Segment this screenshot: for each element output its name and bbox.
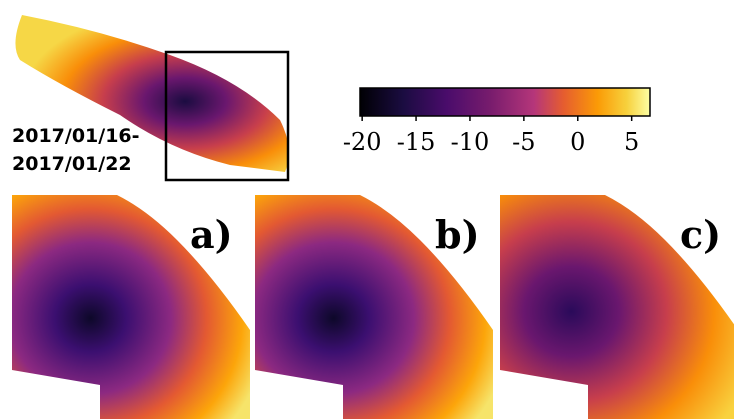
panel-label: a) — [190, 212, 233, 257]
tick-label: -20 — [343, 128, 382, 156]
panel-label: b) — [435, 212, 480, 257]
zoom-box — [164, 50, 290, 182]
panel-label: c) — [680, 212, 721, 257]
tick-label: 0 — [570, 128, 585, 156]
colorbar — [359, 87, 651, 117]
tick-label: -10 — [451, 128, 490, 156]
tick-label: -5 — [512, 128, 535, 156]
date-label: 2017/01/16- — [12, 125, 140, 147]
tick-label: -15 — [397, 128, 436, 156]
date-label: 2017/01/22 — [12, 153, 132, 175]
colorbar-ticks: -20 -15 -10 -5 0 5 — [343, 116, 639, 156]
tick-label: 5 — [624, 128, 639, 156]
overview-map — [15, 15, 289, 172]
